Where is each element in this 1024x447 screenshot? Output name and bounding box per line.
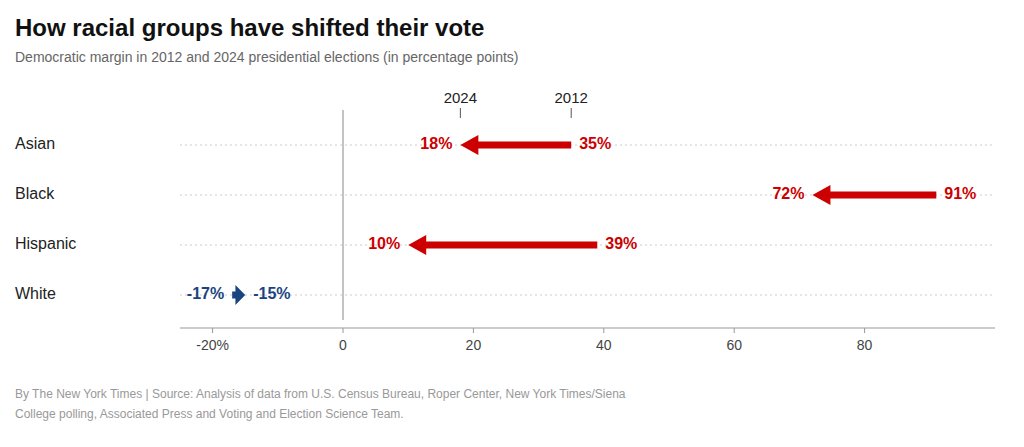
category-label: White bbox=[15, 285, 56, 302]
category-label: Hispanic bbox=[15, 235, 76, 252]
x-tick bbox=[603, 328, 604, 333]
footnote: By The New York Times | Source: Analysis… bbox=[15, 387, 626, 401]
category-label: Black bbox=[15, 185, 55, 202]
value-label: 10% bbox=[368, 235, 400, 252]
year-label: 2024 bbox=[444, 89, 477, 106]
labels: 18% 35% 72% 91% 10% 39% -15% -17% bbox=[187, 135, 977, 302]
value-label: 39% bbox=[605, 235, 637, 252]
x-tick bbox=[864, 328, 865, 333]
x-tick-label: 40 bbox=[596, 337, 612, 353]
x-tick bbox=[343, 328, 344, 333]
value-label: 18% bbox=[420, 135, 452, 152]
chart: How racial groups have shifted their vot… bbox=[0, 0, 1024, 447]
x-tick bbox=[473, 328, 474, 333]
arrow bbox=[232, 285, 245, 305]
zero-line bbox=[343, 110, 344, 320]
marks bbox=[232, 135, 936, 305]
year-tick bbox=[460, 108, 461, 118]
value-label: -15% bbox=[253, 285, 290, 302]
value-label: 35% bbox=[579, 135, 611, 152]
x-tick-label: 20 bbox=[466, 337, 482, 353]
row-guide bbox=[180, 295, 995, 296]
arrow bbox=[460, 135, 571, 155]
subtitle: Democratic margin in 2012 and 2024 presi… bbox=[15, 49, 519, 65]
x-tick-label: 0 bbox=[339, 337, 347, 353]
x-tick bbox=[734, 328, 735, 333]
value-label: 72% bbox=[772, 185, 804, 202]
x-tick-label: -20% bbox=[196, 337, 229, 353]
footnote: College polling, Associated Press and Vo… bbox=[15, 407, 404, 421]
x-tick bbox=[212, 328, 213, 333]
x-tick-label: 60 bbox=[726, 337, 742, 353]
title: How racial groups have shifted their vot… bbox=[15, 14, 484, 41]
x-tick-label: 80 bbox=[857, 337, 873, 353]
value-label: 91% bbox=[944, 185, 976, 202]
arrow bbox=[408, 235, 597, 255]
arrow bbox=[812, 185, 936, 205]
x-axis-line bbox=[180, 328, 995, 329]
year-label: 2012 bbox=[555, 89, 588, 106]
year-tick bbox=[571, 108, 572, 118]
value-label: -17% bbox=[187, 285, 224, 302]
category-label: Asian bbox=[15, 135, 55, 152]
